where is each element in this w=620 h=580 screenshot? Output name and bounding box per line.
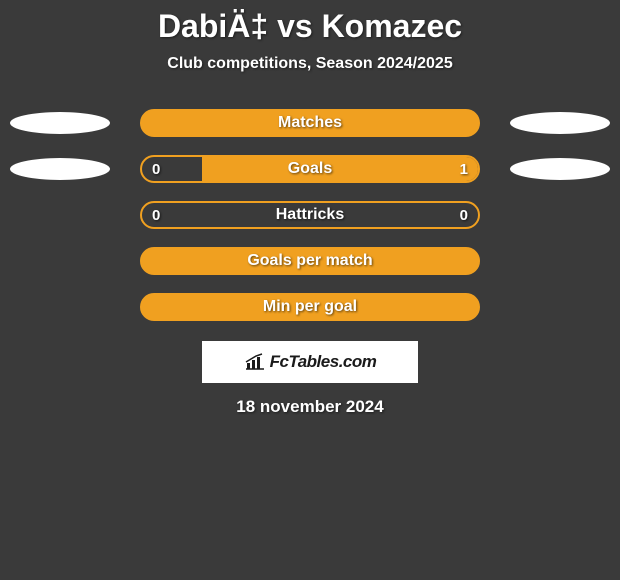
stat-bar: Matches [140, 109, 480, 137]
brand-text: FcTables.com [270, 352, 377, 372]
stat-row: Min per goal [0, 293, 620, 321]
chart-container: DabiÄ‡ vs Komazec Club competitions, Sea… [0, 0, 620, 417]
stat-bar: 00Hattricks [140, 201, 480, 229]
stat-label: Min per goal [142, 295, 478, 319]
stat-row: Matches [0, 109, 620, 137]
stat-label: Goals per match [142, 249, 478, 273]
stat-row: 00Hattricks [0, 201, 620, 229]
player-left-ellipse [10, 158, 110, 180]
stat-label: Matches [142, 111, 478, 135]
chart-icon [244, 353, 266, 371]
page-title: DabiÄ‡ vs Komazec [0, 8, 620, 45]
rows-container: Matches 01Goals 00Hattricks Goals per match… [0, 109, 620, 321]
stat-row: Goals per match [0, 247, 620, 275]
stat-label: Hattricks [142, 203, 478, 227]
player-left-ellipse [10, 112, 110, 134]
player-right-ellipse [510, 158, 610, 180]
branding-inner: FcTables.com [244, 352, 377, 372]
stat-row: 01Goals [0, 155, 620, 183]
stat-bar: Goals per match [140, 247, 480, 275]
subtitle: Club competitions, Season 2024/2025 [0, 55, 620, 73]
branding-box: FcTables.com [202, 341, 418, 383]
stat-bar: 01Goals [140, 155, 480, 183]
stat-label: Goals [142, 157, 478, 181]
stat-bar: Min per goal [140, 293, 480, 321]
date-text: 18 november 2024 [0, 397, 620, 417]
player-right-ellipse [510, 112, 610, 134]
